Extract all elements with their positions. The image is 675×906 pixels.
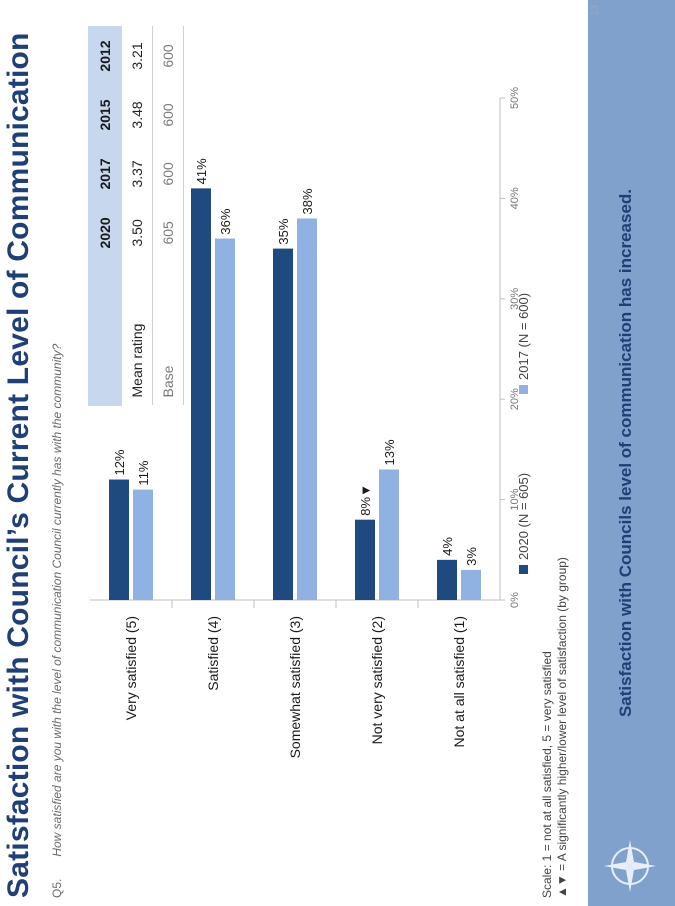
- table-cell: 3.48: [121, 85, 153, 145]
- data-label: 35%: [276, 218, 291, 244]
- bar-chart: 0% 10% 20% 30% 40% 50% Very satisfied (5) 12% 11…: [90, 87, 531, 758]
- legend-label: 2017 (N = 600): [516, 293, 531, 380]
- compass-logo-icon: [604, 840, 656, 892]
- conclusion-banner: Satisfaction with Councils level of comm…: [588, 0, 675, 906]
- table-row: Base 605 600 600 600: [152, 26, 184, 406]
- bar: [355, 519, 375, 600]
- data-label: 36%: [218, 208, 233, 234]
- year-header: 2015: [88, 85, 122, 145]
- bar: [273, 248, 293, 600]
- data-label: 11%: [136, 460, 151, 485]
- category-label: Satisfied (4): [205, 616, 221, 691]
- x-tick-label: 20%: [509, 388, 521, 410]
- legend-label: 2020 (N = 605): [516, 473, 531, 560]
- bar: [191, 188, 211, 600]
- bar: [461, 569, 481, 600]
- data-label: 13%: [382, 439, 397, 465]
- year-header: 2020: [88, 203, 122, 263]
- year-header: 2012: [88, 26, 122, 86]
- data-label: 41%: [194, 158, 209, 184]
- x-tick-label: 50%: [509, 87, 521, 109]
- bar: [133, 489, 153, 600]
- data-label: 12%: [112, 449, 127, 475]
- category-label: Somewhat satisfied (3): [287, 616, 303, 758]
- table-cell: 600: [152, 144, 184, 204]
- page-number: 13: [590, 4, 601, 16]
- bar: [109, 479, 129, 600]
- row-label: Mean rating: [121, 262, 153, 406]
- x-tick-label: 10%: [509, 488, 521, 510]
- year-header: 2017: [88, 144, 122, 204]
- bar: [379, 469, 399, 600]
- table-cell: 600: [152, 85, 184, 145]
- bar: [215, 238, 235, 600]
- x-tick-label: 30%: [509, 288, 521, 310]
- table-cell: 605: [152, 203, 184, 263]
- data-label: 38%: [300, 188, 315, 214]
- table-cell: 3.37: [121, 144, 153, 204]
- row-label: Base: [152, 262, 184, 406]
- scale-footnote: Scale: 1 = not at all satisfied, 5 = ver…: [540, 651, 554, 898]
- table-row: Mean rating 3.50 3.37 3.48 3.21: [121, 26, 153, 406]
- bar: [297, 218, 317, 600]
- data-label: 8%▼: [358, 484, 373, 516]
- significance-footnote: ▲▼ = A significantly higher/lower level …: [555, 557, 569, 898]
- mean-rating-table: 2020 2017 2015 2012 Mean rating 3.50 3.3…: [88, 26, 184, 406]
- table-cell: 3.21: [121, 26, 153, 86]
- table-cell: 3.50: [121, 203, 153, 263]
- legend-swatch: [519, 565, 528, 574]
- category-label: Not very satisfied (2): [369, 616, 385, 744]
- bar: [437, 559, 457, 600]
- table-corner: [88, 262, 122, 406]
- data-label: 4%: [440, 537, 455, 556]
- x-tick-label: 40%: [509, 187, 521, 209]
- table-cell: 600: [152, 26, 184, 86]
- category-label: Not at all satisfied (1): [451, 616, 467, 748]
- x-tick-label: 0%: [509, 592, 521, 608]
- conclusion-text: Satisfaction with Councils level of comm…: [616, 188, 635, 718]
- legend-swatch: [519, 385, 528, 394]
- category-label: Very satisfied (5): [123, 616, 139, 720]
- data-label: 3%: [464, 547, 479, 566]
